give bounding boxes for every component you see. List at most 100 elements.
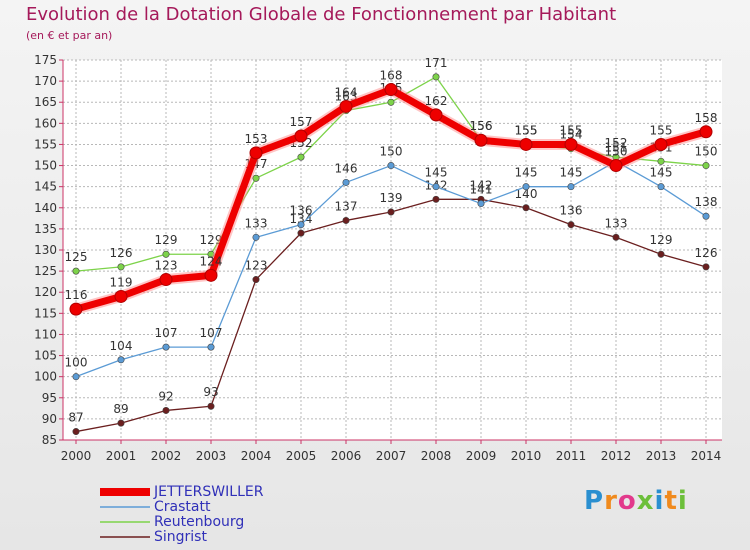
- chart-title: Evolution de la Dotation Globale de Fonc…: [26, 4, 617, 25]
- data-label-crastatt: 141: [470, 183, 493, 197]
- x-tick-label: 2014: [691, 449, 722, 463]
- data-label-crastatt: 150: [380, 145, 403, 159]
- data-point-jetterswiller: [519, 137, 533, 151]
- data-label-crastatt: 136: [290, 204, 313, 218]
- data-label-crastatt: 151: [605, 140, 628, 154]
- data-point-jetterswiller: [114, 289, 128, 303]
- data-label-reutenbourg: 129: [200, 233, 223, 247]
- data-label-singrist: 136: [560, 204, 583, 218]
- data-label-singrist: 89: [113, 402, 128, 416]
- data-point-reutenbourg: [162, 250, 170, 258]
- x-tick-label: 2006: [331, 449, 362, 463]
- data-label-jetterswiller: 157: [290, 115, 313, 129]
- legend-label-reutenbourg: Reutenbourg: [154, 514, 245, 530]
- y-tick-label: 95: [42, 391, 57, 405]
- data-point-crastatt: [477, 200, 485, 208]
- data-label-singrist: 93: [203, 385, 218, 399]
- data-point-jetterswiller: [69, 302, 83, 316]
- x-tick-label: 2004: [241, 449, 272, 463]
- data-label-reutenbourg: 154: [560, 128, 583, 142]
- data-point-crastatt: [297, 221, 305, 229]
- data-label-jetterswiller: 164: [335, 85, 358, 99]
- y-tick-label: 125: [34, 264, 57, 278]
- legend-swatch-reutenbourg: [100, 521, 150, 523]
- data-label-jetterswiller: 156: [470, 119, 493, 133]
- y-tick-label: 175: [34, 53, 57, 67]
- data-point-jetterswiller: [474, 133, 488, 147]
- data-label-jetterswiller: 153: [245, 132, 268, 146]
- y-tick-label: 140: [34, 201, 57, 215]
- data-label-crastatt: 138: [695, 195, 718, 209]
- y-tick-label: 120: [34, 285, 57, 299]
- data-label-crastatt: 145: [515, 166, 538, 180]
- data-point-singrist: [522, 204, 530, 212]
- data-label-jetterswiller: 150: [605, 145, 628, 159]
- data-point-jetterswiller: [699, 125, 713, 139]
- data-label-singrist: 134: [290, 212, 313, 226]
- data-label-crastatt: 100: [65, 356, 88, 370]
- data-point-singrist: [72, 428, 80, 436]
- y-tick-label: 110: [34, 327, 57, 341]
- data-point-singrist: [387, 208, 395, 216]
- legend-label-singrist: Singrist: [154, 529, 207, 545]
- logo-letter: P: [584, 486, 605, 516]
- data-point-crastatt: [432, 183, 440, 191]
- data-label-jetterswiller: 155: [515, 123, 538, 137]
- data-point-jetterswiller: [384, 83, 398, 97]
- data-point-crastatt: [72, 373, 80, 381]
- data-point-reutenbourg: [117, 263, 125, 271]
- data-label-singrist: 123: [245, 259, 268, 273]
- y-tick-label: 170: [34, 74, 57, 88]
- data-point-crastatt: [657, 183, 665, 191]
- data-label-singrist: 87: [68, 411, 83, 425]
- y-tick-label: 135: [34, 222, 57, 236]
- y-tick-label: 150: [34, 159, 57, 173]
- x-tick-label: 2011: [556, 449, 587, 463]
- data-point-singrist: [567, 221, 575, 229]
- data-label-jetterswiller: 155: [560, 123, 583, 137]
- data-point-singrist: [432, 195, 440, 203]
- data-label-reutenbourg: 150: [695, 145, 718, 159]
- data-label-reutenbourg: 171: [425, 56, 448, 70]
- legend-swatch-crastatt: [100, 506, 150, 508]
- y-tick-label: 155: [34, 137, 57, 151]
- x-tick-label: 2012: [601, 449, 632, 463]
- y-tick-label: 160: [34, 116, 57, 130]
- data-label-crastatt: 145: [650, 166, 673, 180]
- legend-label-crastatt: Crastatt: [154, 499, 211, 515]
- x-tick-label: 2005: [286, 449, 317, 463]
- data-label-reutenbourg: 125: [65, 250, 88, 264]
- data-label-singrist: 137: [335, 199, 358, 213]
- data-label-jetterswiller: 168: [380, 69, 403, 83]
- y-tick-label: 90: [42, 412, 57, 426]
- data-point-singrist: [207, 402, 215, 410]
- data-point-jetterswiller: [294, 129, 308, 143]
- data-point-crastatt: [207, 343, 215, 351]
- data-label-crastatt: 107: [200, 326, 223, 340]
- data-point-singrist: [702, 263, 710, 271]
- logo-letter: i: [654, 486, 665, 516]
- x-tick-label: 2002: [151, 449, 182, 463]
- data-point-singrist: [612, 233, 620, 241]
- data-point-jetterswiller: [429, 108, 443, 122]
- data-label-crastatt: 145: [560, 166, 583, 180]
- x-tick-label: 2009: [466, 449, 497, 463]
- data-label-jetterswiller: 158: [695, 111, 718, 125]
- logo-letter: x: [636, 486, 655, 516]
- data-label-reutenbourg: 152: [605, 136, 628, 150]
- data-label-singrist: 126: [695, 246, 718, 260]
- y-tick-label: 165: [34, 95, 57, 109]
- data-point-singrist: [252, 276, 260, 284]
- data-label-jetterswiller: 155: [650, 123, 673, 137]
- data-point-crastatt: [567, 183, 575, 191]
- x-tick-label: 2000: [61, 449, 92, 463]
- y-tick-label: 85: [42, 433, 57, 447]
- data-label-crastatt: 107: [155, 326, 178, 340]
- data-label-crastatt: 146: [335, 161, 358, 175]
- data-label-reutenbourg: 126: [110, 246, 133, 260]
- data-label-singrist: 133: [605, 216, 628, 230]
- data-label-crastatt: 145: [425, 166, 448, 180]
- data-point-jetterswiller: [159, 273, 173, 287]
- data-point-singrist: [117, 419, 125, 427]
- legend-swatch-singrist: [100, 536, 150, 538]
